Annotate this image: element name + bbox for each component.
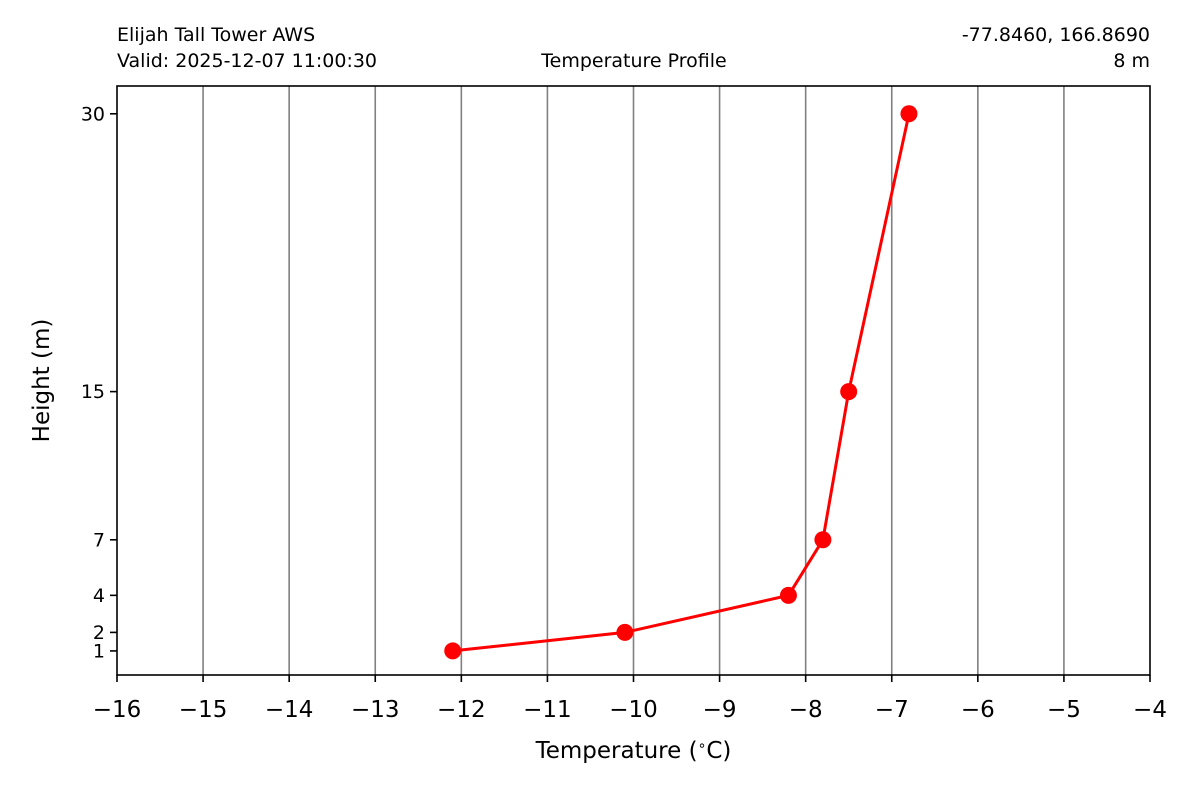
valid-time: Valid: 2025-12-07 11:00:30 (117, 50, 378, 72)
y-tick-label: 2 (93, 622, 105, 644)
series-line-group (444, 105, 918, 660)
x-tick-label: −11 (523, 697, 572, 723)
x-axis: −16 −15 −14 −13 −12 −11 −10 −9 −8 −7 −6 −5 −4 (93, 675, 1167, 723)
x-tick-label: −8 (789, 697, 823, 723)
x-tick-label: −12 (437, 697, 486, 723)
x-tick-label: −13 (351, 697, 400, 723)
x-tick-label: −6 (961, 697, 995, 723)
data-point (444, 642, 462, 660)
data-point (814, 531, 832, 549)
data-point (616, 623, 634, 641)
chart-title: Temperature Profile (541, 50, 727, 72)
y-tick-label: 7 (93, 529, 105, 551)
x-tick-label: −4 (1133, 697, 1167, 723)
y-tick-label: 4 (93, 585, 105, 607)
y-tick-label: 15 (81, 381, 105, 403)
station-elevation: 8 m (1113, 50, 1150, 72)
x-tick-label: −14 (265, 697, 314, 723)
y-tick-label: 30 (81, 103, 105, 125)
station-name: Elijah Tall Tower AWS (117, 24, 316, 46)
x-tick-label: −5 (1047, 697, 1081, 723)
x-tick-label: −15 (179, 697, 228, 723)
series-line (452, 113, 911, 653)
station-coordinates: -77.8460, 166.8690 (961, 24, 1150, 46)
x-tick-label: −16 (93, 697, 142, 723)
data-point (840, 383, 858, 401)
gridlines (202, 86, 1065, 675)
x-tick-label: −9 (703, 697, 737, 723)
x-tick-label: −7 (875, 697, 909, 723)
y-tick-label: 1 (93, 640, 105, 662)
degree-symbol: ∘ (698, 738, 707, 754)
data-point (900, 105, 918, 123)
y-axis: 12 4 7 15 30 (81, 103, 117, 662)
x-tick-label: −10 (609, 697, 658, 723)
data-point (779, 586, 797, 604)
y-axis-label: Height (m) (29, 319, 55, 443)
x-axis-label: Temperature (∘C) (535, 738, 732, 764)
